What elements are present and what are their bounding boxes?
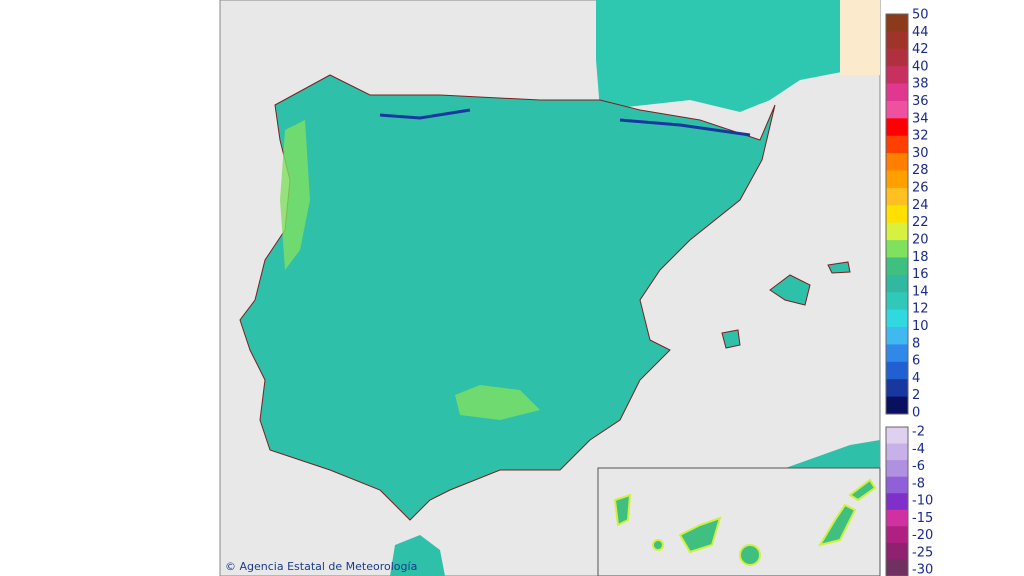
legend-swatch [886,222,908,241]
legend-label: 8 [912,336,920,351]
legend-swatch [886,240,908,258]
legend-label: -8 [912,476,925,491]
legend-swatch [886,292,908,311]
island [848,478,877,502]
legend-label: 14 [912,284,929,299]
legend-label: -4 [912,442,925,457]
cold-zone [619,118,751,137]
legend-swatch [886,309,908,328]
legend-frame [885,426,909,576]
legend-swatch [886,509,908,527]
island [817,503,857,547]
cold-zone [379,108,471,120]
legend-swatch [886,257,908,276]
legend-swatch [886,170,908,189]
legend-frame [885,13,909,415]
legend-swatch [886,66,908,85]
legend-swatch [886,396,908,415]
legend-swatch [886,427,908,445]
legend-swatch [886,493,908,511]
legend-label: -20 [912,528,933,543]
africa [780,440,880,470]
legend-label: 24 [912,198,929,213]
legend-label: 40 [912,59,929,74]
legend-swatch [886,135,908,154]
warm-zone [280,120,310,270]
legend-label: 12 [912,302,929,317]
island [613,493,632,527]
legend-swatch [886,118,908,137]
legend-label: 38 [912,77,929,92]
legend-label: -15 [912,511,933,526]
island [827,261,851,274]
legend-swatch [886,153,908,172]
legend-label: 16 [912,267,929,282]
legend-swatch [886,344,908,363]
legend-swatch [886,83,908,102]
legend-label: 28 [912,163,929,178]
legend-label: 22 [912,215,929,230]
legend-swatch [886,460,908,478]
island [652,539,664,551]
legend-swatch [886,327,908,345]
legend-swatch [886,559,908,576]
legend-label: -10 [912,494,933,509]
island [721,329,741,349]
legend-label: -6 [912,459,925,474]
legend-swatch [886,100,908,119]
legend-label: 30 [912,146,929,161]
region [840,0,880,75]
warm-zone [455,385,540,420]
legend-label: 50 [912,8,929,23]
legend-label: 2 [912,388,920,403]
legend-swatch [886,274,908,293]
legend-label: 4 [912,371,920,386]
island [678,516,722,554]
legend-label: 10 [912,319,929,334]
legend-label: -25 [912,545,933,560]
legend-swatch [886,379,908,398]
legend-swatch [886,31,908,50]
legend-label: -30 [912,563,933,576]
legend-label: 44 [912,25,929,40]
legend-label: 42 [912,42,929,57]
legend-swatch [886,526,908,544]
legend-label: 32 [912,129,929,144]
credit: © Agencia Estatal de Meteorología [225,560,417,573]
legend-label: -2 [912,425,925,440]
legend-swatch [886,48,908,67]
legend: 5044424038363432302826242220181614121086… [885,8,933,576]
legend-swatch [886,476,908,494]
legend-label: 36 [912,94,929,109]
legend-label: 0 [912,406,920,421]
legend-swatch [886,187,908,206]
legend-swatch [886,14,908,32]
legend-swatch [886,443,908,461]
legend-swatch [886,205,908,224]
legend-swatch [886,542,908,560]
africa [390,535,445,576]
legend-swatch [886,361,908,380]
iberia [239,74,776,521]
legend-label: 20 [912,232,929,247]
france [596,0,852,112]
legend-label: 18 [912,250,929,265]
legend-label: 34 [912,111,929,126]
legend-label: 6 [912,354,920,369]
island [739,544,761,566]
legend-label: 26 [912,181,929,196]
map: © Agencia Estatal de Meteorología [219,0,881,576]
island [769,274,811,306]
